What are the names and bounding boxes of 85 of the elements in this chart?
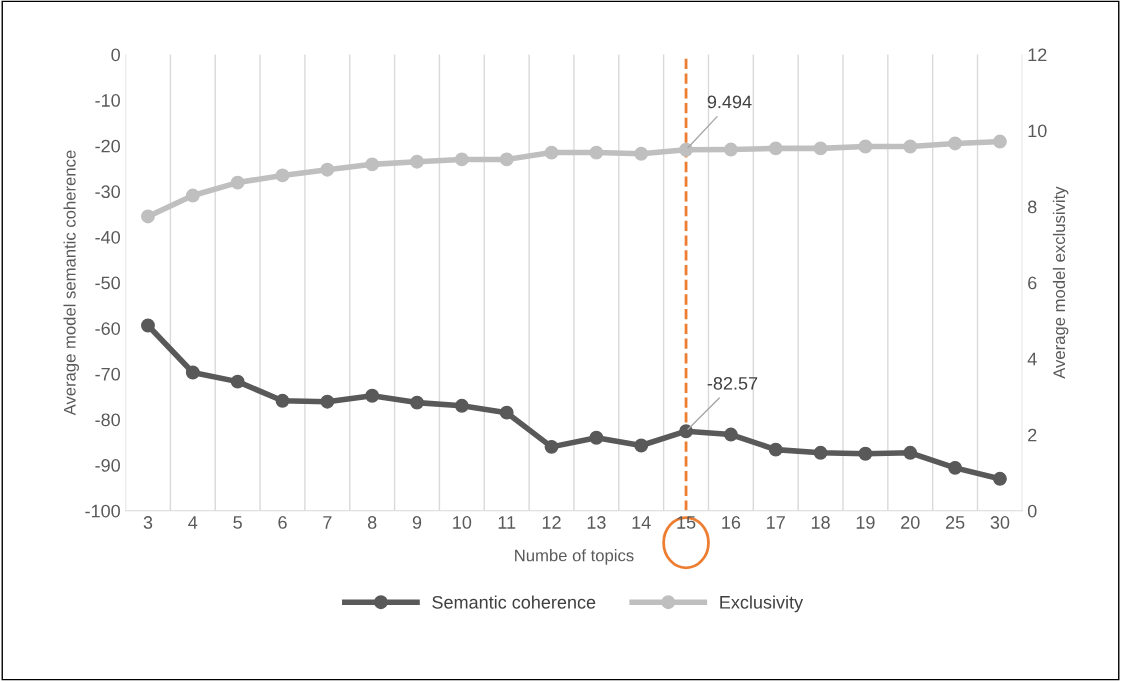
y-tick-label: -60: [95, 322, 120, 335]
point: [768, 141, 783, 156]
x-tick-label: 25: [945, 516, 965, 529]
y-tick-label: 0: [111, 48, 120, 62]
y2-tick-label: 6: [1028, 276, 1037, 290]
point: [813, 445, 828, 460]
point: [589, 145, 604, 160]
point: [454, 398, 469, 413]
point: [275, 168, 290, 183]
x-tick-label: 9: [412, 516, 422, 529]
point: [634, 438, 649, 453]
y2-tick-label: 12: [1028, 48, 1047, 62]
x-tick-label: 15: [677, 516, 696, 529]
y2-tick-label: 8: [1028, 200, 1037, 214]
x-tick-label: 7: [323, 516, 332, 529]
x-tick-label: 11: [498, 516, 516, 529]
point: [858, 139, 873, 154]
point: [410, 154, 424, 169]
point: [948, 460, 963, 475]
x-tick-label: 8: [367, 516, 377, 529]
point: [903, 139, 918, 154]
point: [320, 394, 335, 409]
x-tick-label: 13: [587, 516, 606, 529]
point: [903, 445, 918, 460]
point: [723, 142, 738, 157]
point: [185, 365, 200, 380]
point: [141, 209, 155, 224]
point: [948, 136, 963, 151]
x-tick-label: 10: [453, 516, 472, 529]
x-tick-label: 30: [990, 516, 1010, 529]
x-tick-label: 14: [632, 516, 651, 529]
y-tick-label: -10: [95, 94, 120, 107]
x-tick-label: 18: [811, 516, 830, 529]
y-tick-label: -80: [95, 413, 120, 427]
point: [185, 188, 200, 203]
point: [589, 430, 604, 445]
point: [230, 175, 245, 190]
point: [499, 405, 514, 420]
x-tick-label: 17: [767, 516, 785, 529]
y2-tick-label: 2: [1028, 428, 1037, 442]
x-tick-label: 6: [278, 516, 287, 529]
point: [992, 134, 1007, 149]
x-axis-title: Numbe of topics: [515, 549, 634, 565]
y-tick-label: -70: [95, 367, 120, 381]
x-tick-label: 20: [901, 516, 920, 529]
point: [723, 427, 738, 442]
point: [275, 393, 290, 408]
x-tick-label: 4: [188, 516, 198, 529]
data-label: 9.494: [707, 95, 752, 109]
point: [365, 388, 380, 403]
y2-axis-title: Average model exclusivity: [1052, 186, 1069, 379]
x-tick-label: 5: [233, 516, 242, 529]
y2-tick-label: 4: [1027, 352, 1037, 366]
point: [634, 146, 649, 161]
point: [768, 442, 783, 457]
data-label: -82.57: [707, 376, 758, 390]
point: [454, 152, 469, 167]
y-tick-label: -50: [95, 276, 120, 290]
point: [230, 374, 245, 389]
y-tick-label: -90: [95, 459, 120, 472]
y-tick-label: -100: [85, 504, 120, 518]
point: [858, 446, 873, 461]
y-axis-title: Average model semantic coherence: [63, 150, 79, 416]
legend-label: Exclusivity: [720, 595, 804, 613]
point: [544, 439, 559, 454]
point: [365, 157, 380, 172]
y-tick-label: -40: [95, 230, 120, 244]
point: [320, 162, 335, 177]
legend-label: Semantic coherence: [432, 595, 596, 609]
y-tick-label: -30: [95, 185, 120, 199]
y-tick-label: -20: [95, 139, 120, 153]
y2-tick-label: 10: [1028, 124, 1047, 138]
point: [410, 395, 424, 410]
x-tick-label: 16: [722, 516, 741, 529]
point: [992, 471, 1007, 486]
point: [813, 141, 828, 156]
point: [544, 145, 559, 160]
point: [679, 142, 693, 157]
point: [679, 424, 693, 439]
x-tick-label: 3: [143, 516, 153, 529]
x-tick-label: 12: [542, 516, 561, 529]
point: [141, 318, 155, 333]
point: [499, 152, 514, 167]
y2-tick-label: 0: [1027, 504, 1037, 518]
x-tick-label: 19: [856, 516, 875, 529]
